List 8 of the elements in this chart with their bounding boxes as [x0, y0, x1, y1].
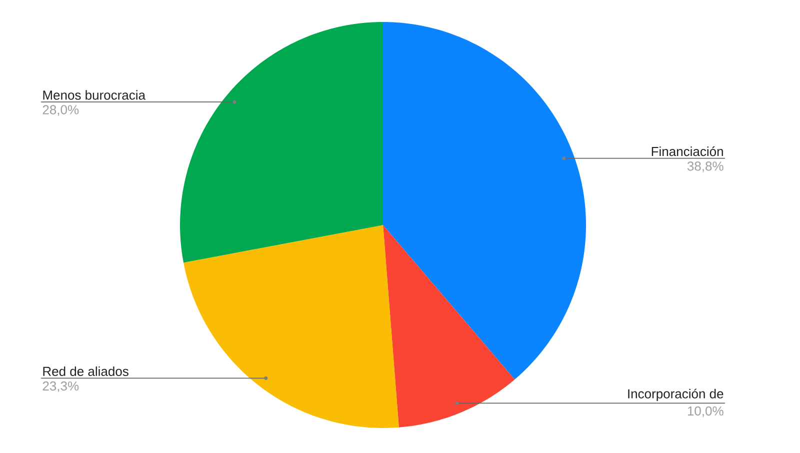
slice-label: Red de aliados — [43, 366, 128, 376]
data-label: 23,3% — [42, 381, 79, 392]
data-label: 38,8% — [687, 162, 724, 172]
data-label: 28,0% — [42, 105, 79, 116]
slice-label: Financiación — [652, 146, 723, 156]
data-label: 10,0% — [688, 406, 724, 418]
slice-label: Menos burocracia — [43, 90, 146, 100]
slice-label: Incorporación de — [628, 388, 724, 401]
